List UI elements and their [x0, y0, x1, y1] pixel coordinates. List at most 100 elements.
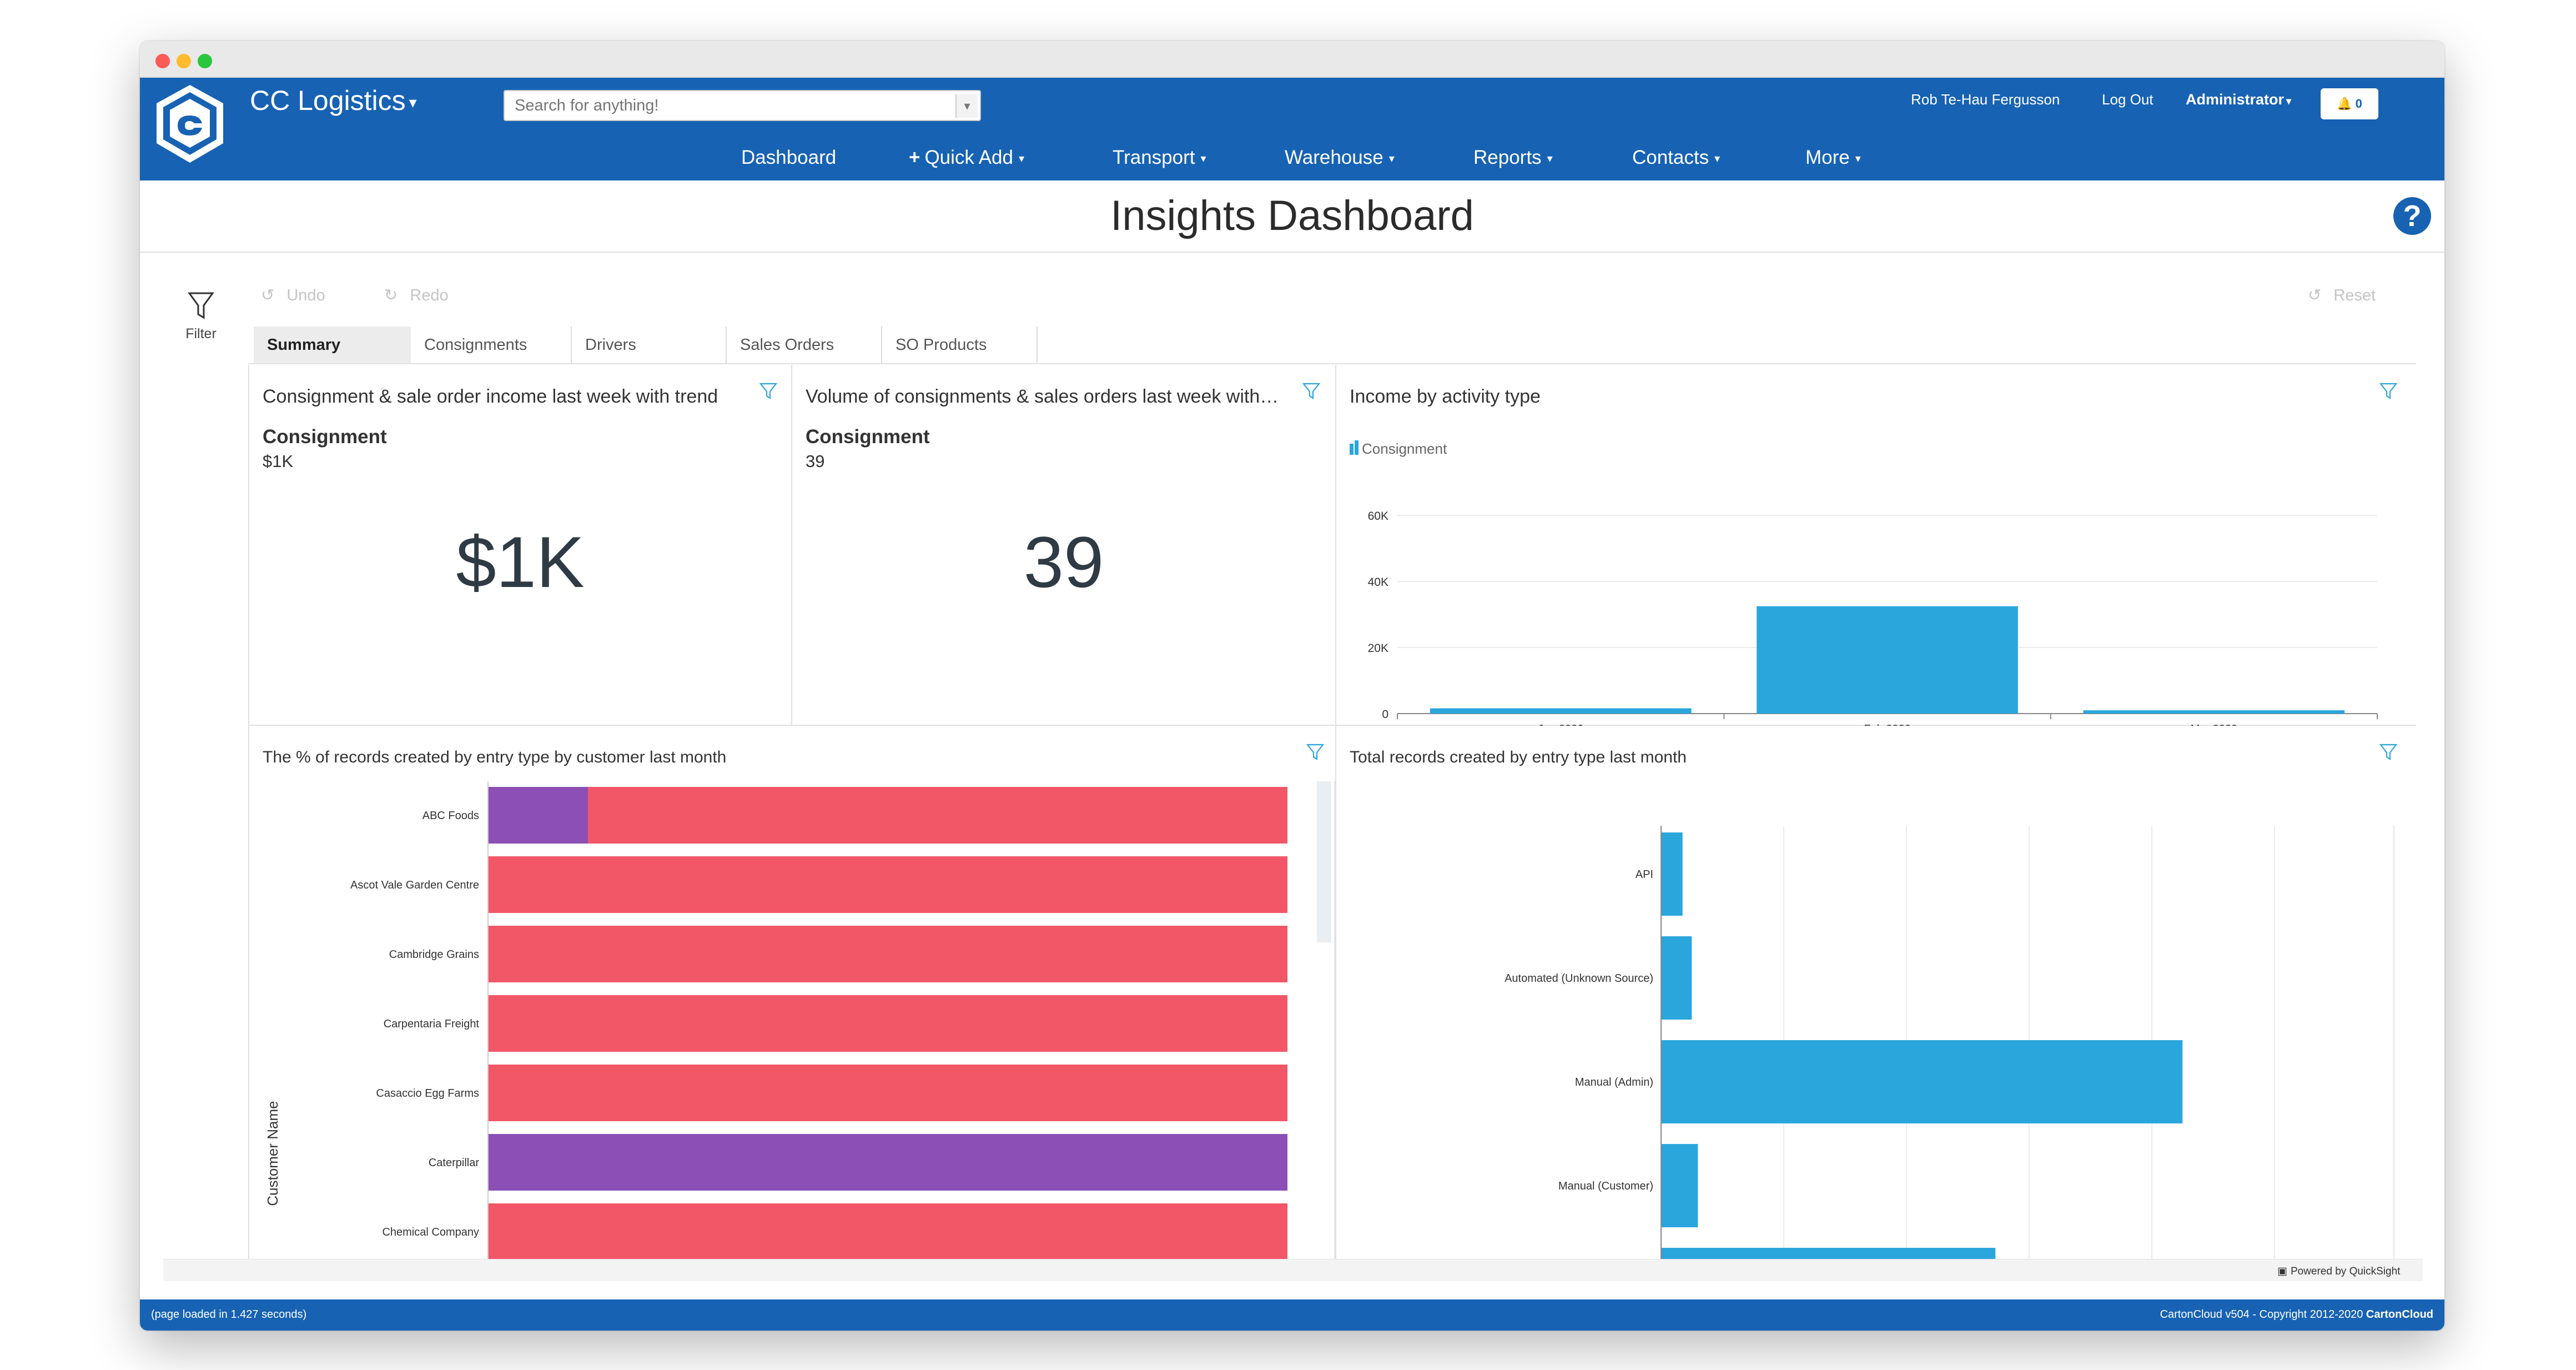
filter-button[interactable]: Filter — [173, 291, 229, 342]
reset-icon: ↺ — [2308, 287, 2322, 304]
income-activity-chart: Consignment 0 20K 40K 60K Jan 2020 Feb 2020 Mar… — [1350, 440, 2378, 726]
tabs-divider — [248, 363, 2416, 364]
y-tick-label: Caterpillar — [429, 1157, 479, 1169]
tab-summary[interactable]: Summary — [254, 327, 411, 363]
tab-drivers[interactable]: Drivers — [572, 327, 727, 363]
legend-label: Consignment — [1362, 440, 1447, 457]
tab-label: Summary — [267, 336, 341, 354]
nav-label: Contacts — [1632, 147, 1709, 168]
bar — [1661, 832, 1683, 916]
user-name-link[interactable]: Rob Te-Hau Fergusson — [1911, 91, 2060, 108]
nav-label: Dashboard — [741, 147, 837, 168]
undo-button[interactable]: ↺ Undo — [261, 285, 325, 305]
metric-label: Consignment — [806, 426, 930, 448]
copyright-text: CartonCloud v504 - Copyright 2012-2020 — [2160, 1308, 2366, 1321]
y-axis-title: Customer Name — [264, 1101, 281, 1206]
metric-value-big: $1K — [456, 521, 585, 603]
bar-segment — [488, 787, 588, 844]
powered-label: Powered by QuickSight — [2290, 1266, 2401, 1277]
nav-label: Transport — [1113, 147, 1195, 168]
role-menu[interactable]: Administrator ▾ — [2186, 91, 2291, 108]
y-tick-label: ABC Foods — [422, 810, 479, 822]
bell-icon: 🔔 — [2337, 97, 2352, 111]
tab-label: Sales Orders — [740, 336, 834, 354]
y-tick-label: Automated (Unknown Source) — [1505, 972, 1653, 985]
nav-label: Reports — [1473, 147, 1542, 168]
nav-warehouse[interactable]: Warehouse ▾ — [1285, 147, 1395, 169]
bar — [2083, 710, 2345, 714]
caret-down-icon: ▾ — [1547, 153, 1553, 165]
search-input[interactable] — [505, 91, 949, 120]
nav-more[interactable]: More ▾ — [1805, 147, 1861, 169]
nav-dashboard[interactable]: Dashboard — [741, 147, 836, 169]
tab-sales-orders[interactable]: Sales Orders — [727, 327, 882, 363]
x-tick-label: Mar 2020 — [2191, 723, 2238, 726]
help-icon[interactable]: ? — [2393, 197, 2431, 235]
caret-down-icon: ▾ — [1200, 153, 1206, 165]
minimize-window-button[interactable] — [177, 54, 191, 68]
browser-window: CC Logistics▾ ▾ Rob Te-Hau Fergusson Log… — [140, 41, 2444, 1331]
percent-records-chart: ABC Foods Ascot Vale Garden Centre Cambrid… — [264, 781, 1335, 1259]
nav-reports[interactable]: Reports ▾ — [1473, 147, 1553, 169]
bar — [1661, 1040, 2183, 1123]
filter-icon[interactable] — [759, 382, 778, 400]
y-tick-label: Chemical Company — [382, 1226, 479, 1238]
legend-swatch — [1355, 440, 1359, 455]
caret-down-icon: ▾ — [1855, 153, 1861, 165]
undo-icon: ↺ — [261, 287, 275, 304]
tab-label: Consignments — [424, 336, 527, 354]
caret-down-icon: ▾ — [2286, 96, 2292, 107]
filter-icon — [188, 292, 214, 319]
maximize-window-button[interactable] — [198, 54, 212, 68]
tab-label: SO Products — [895, 336, 987, 354]
nav-transport[interactable]: Transport ▾ — [1113, 147, 1206, 169]
redo-button[interactable]: ↻ Redo — [384, 285, 449, 305]
notifications-button[interactable]: 🔔 0 — [2321, 88, 2378, 119]
x-tick-label: Jan 2020 — [1538, 723, 1583, 726]
metric-value-small: 39 — [806, 451, 825, 471]
redo-icon: ↻ — [384, 287, 398, 304]
bar-segment — [488, 1134, 1287, 1191]
filter-icon[interactable] — [2379, 382, 2398, 400]
y-tick-label: Cambridge Grains — [389, 949, 479, 961]
search-field[interactable]: ▾ — [504, 90, 981, 121]
caret-down-icon: ▾ — [409, 94, 417, 112]
search-dropdown-toggle[interactable]: ▾ — [955, 94, 978, 118]
metric-label: Consignment — [263, 426, 387, 448]
nav-quick-add[interactable]: + Quick Add ▾ — [909, 147, 1024, 169]
footer-bar: (page loaded in 1.427 seconds) CartonClo… — [140, 1299, 2444, 1331]
y-tick-label: Manual (Admin) — [1575, 1076, 1653, 1088]
reset-button[interactable]: ↺ Reset — [2308, 285, 2376, 305]
y-tick-label: Casaccio Egg Farms — [376, 1087, 479, 1100]
logout-link[interactable]: Log Out — [2102, 91, 2154, 108]
caret-down-icon: ▾ — [1388, 153, 1395, 165]
legend-swatch — [1350, 444, 1354, 455]
brand-menu[interactable]: CC Logistics ▾ — [250, 84, 417, 117]
bar — [1661, 1144, 1698, 1227]
panel-title: Total records created by entry type last… — [1350, 748, 1687, 766]
filter-icon[interactable] — [1302, 382, 1321, 400]
role-label: Administrator — [2186, 91, 2285, 108]
y-tick-label: 0 — [1382, 708, 1388, 721]
nav-contacts[interactable]: Contacts ▾ — [1632, 147, 1720, 169]
y-tick-label: 20K — [1368, 642, 1388, 655]
app-logo-icon[interactable] — [151, 82, 229, 171]
window-titlebar — [140, 41, 2444, 78]
copyright: CartonCloud v504 - Copyright 2012-2020 C… — [2160, 1308, 2433, 1321]
tab-label: Drivers — [585, 336, 636, 354]
copyright-brand: CartonCloud — [2366, 1308, 2433, 1321]
close-window-button[interactable] — [155, 54, 170, 68]
metric-value-big: 39 — [1023, 521, 1104, 603]
y-tick-label: 60K — [1368, 510, 1388, 523]
tab-consignments[interactable]: Consignments — [411, 327, 572, 363]
bar-segment — [488, 1065, 1287, 1121]
bar-segment — [488, 995, 1287, 1052]
caret-down-icon: ▾ — [1714, 153, 1720, 165]
tab-so-products[interactable]: SO Products — [882, 327, 1038, 363]
filter-icon[interactable] — [1306, 742, 1325, 761]
filter-icon[interactable] — [2379, 742, 2398, 761]
y-tick-label: Carpentaria Freight — [384, 1018, 480, 1030]
panel-title: Consignment & sale order income last wee… — [263, 386, 718, 407]
income-kpi-panel: Consignment & sale order income last wee… — [248, 365, 792, 726]
page-load-time: (page loaded in 1.427 seconds) — [151, 1308, 307, 1321]
